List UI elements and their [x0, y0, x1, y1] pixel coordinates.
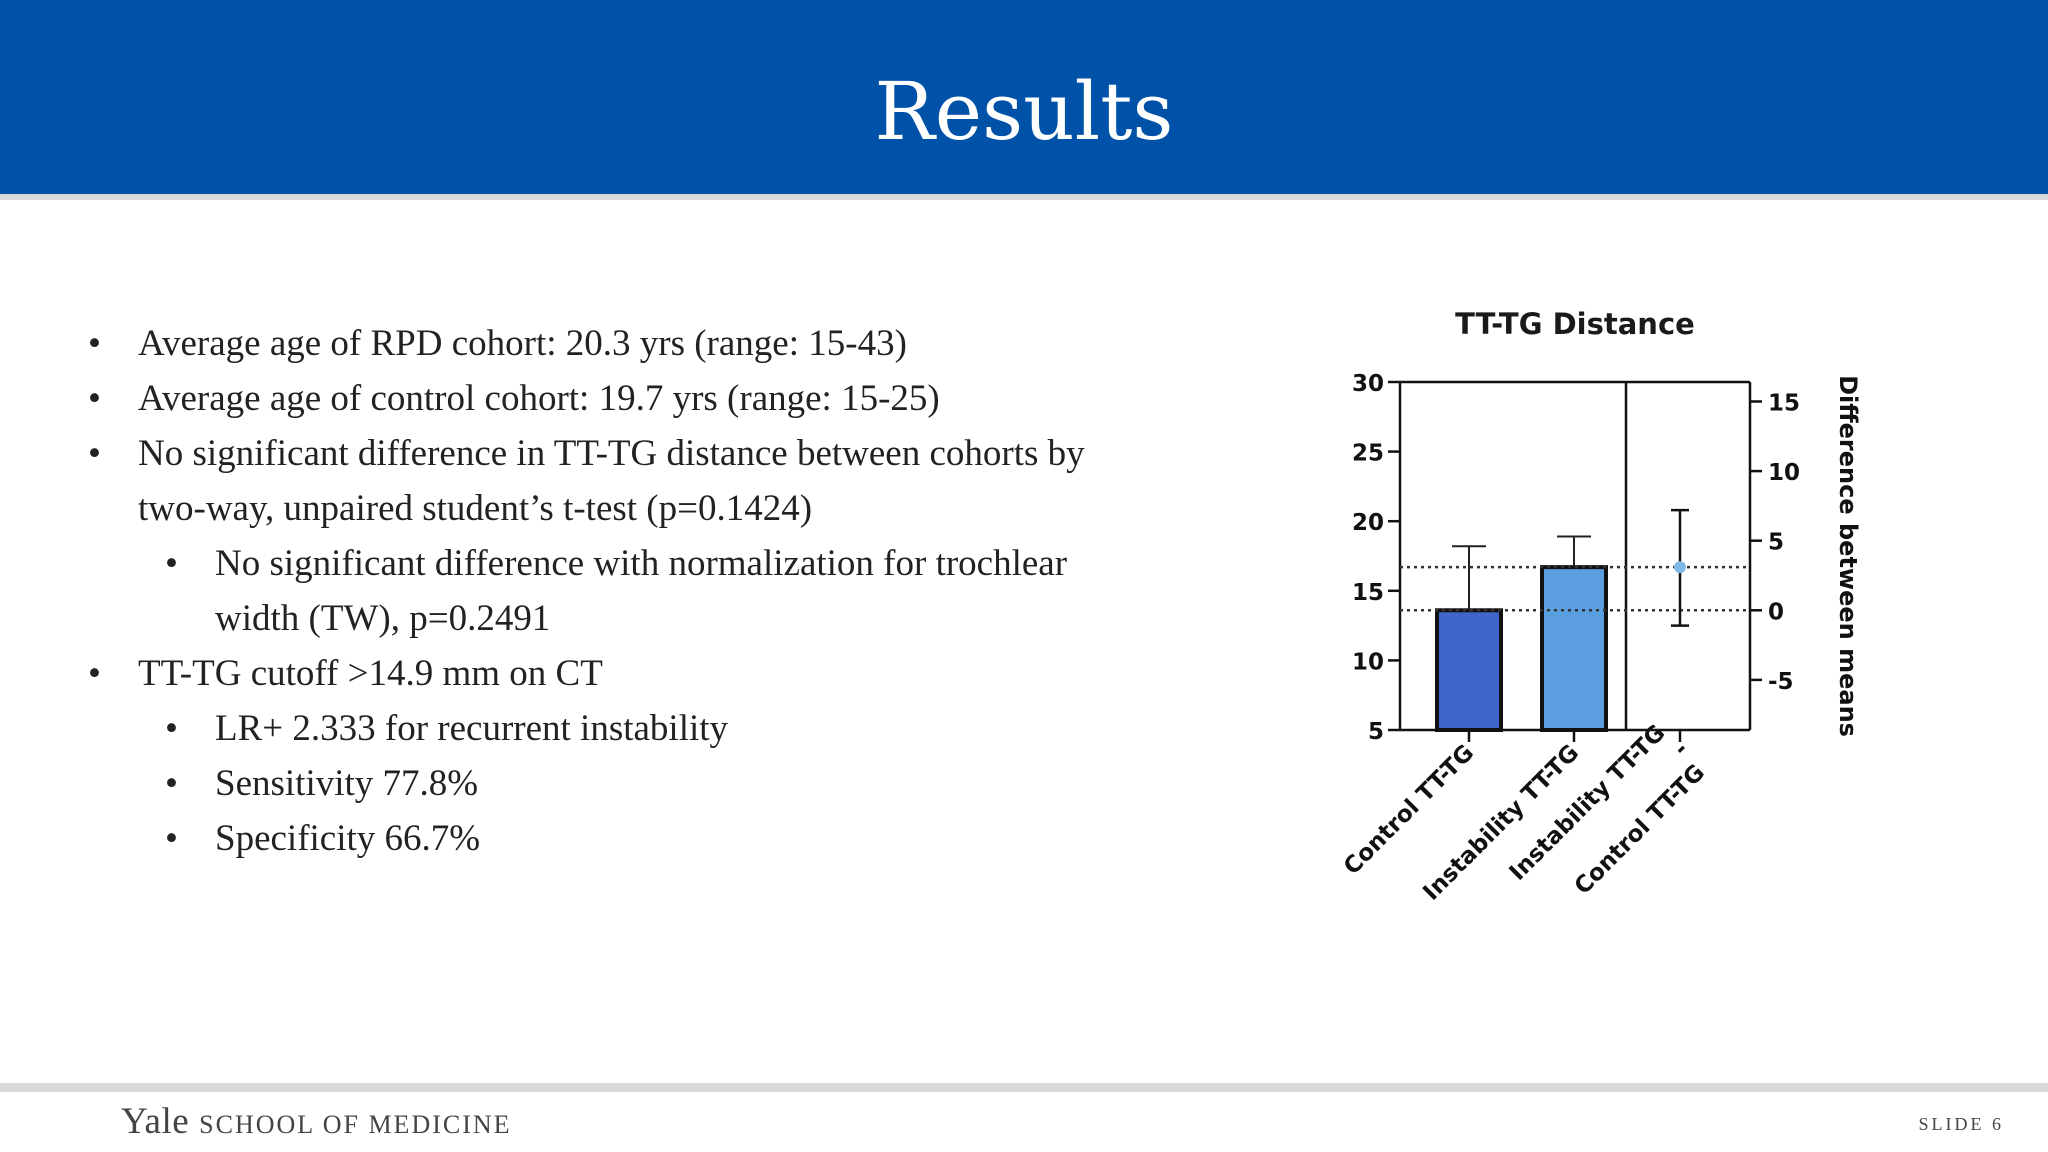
bullet-text: Sensitivity 77.8% [215, 763, 479, 804]
y2-tick-label: -5 [1768, 669, 1794, 695]
bullet-text: Specificity 66.7% [215, 818, 481, 859]
bullet-marker: • [165, 543, 178, 584]
footer-rule [0, 1083, 2048, 1092]
y-tick-label: 5 [1368, 719, 1384, 745]
y2-tick-label: 0 [1768, 599, 1784, 625]
title-bar-rule [0, 194, 2048, 200]
title-bar [0, 0, 2048, 194]
tt-tg-chart: TT-TG Distance 5 10 15 20 25 30 -5 0 5 10 15 Differe… [1300, 290, 1900, 970]
bullet-marker: • [88, 378, 101, 419]
bar [1435, 608, 1503, 732]
yale-logo: Yale SCHOOL OF MEDICINE [121, 1100, 512, 1143]
y-tick-label: 20 [1352, 510, 1384, 536]
y-tick-label: 15 [1352, 580, 1384, 606]
bullet-line: • No significant difference with normaliz… [88, 536, 1268, 591]
bullet-line: width (TW), p=0.2491 [88, 591, 1268, 646]
bullet-marker: • [88, 323, 101, 364]
bullet-line: • Specificity 66.7% [88, 811, 1268, 866]
bullet-marker: • [88, 653, 101, 694]
y-tick-label: 25 [1352, 441, 1384, 467]
bullet-text: LR+ 2.333 for recurrent instability [215, 708, 729, 749]
bullet-line: • LR+ 2.333 for recurrent instability [88, 701, 1268, 756]
chart-title: TT-TG Distance [1455, 307, 1695, 341]
logo-yale-text: Yale [121, 1101, 190, 1142]
bullet-line: two-way, unpaired student’s t-test (p=0.… [88, 481, 1268, 536]
bullet-text: Average age of RPD cohort: 20.3 yrs (ran… [138, 323, 907, 364]
y-tick-label: 10 [1352, 649, 1384, 675]
bullet-text: Average age of control cohort: 19.7 yrs … [138, 378, 940, 419]
bar [1540, 565, 1608, 732]
slide-number: SLIDE 6 [1918, 1114, 2004, 1134]
y2-tick-label: 10 [1768, 460, 1800, 486]
bullet-line: • No significant difference in TT-TG dist… [88, 426, 1268, 481]
bullet-line: • Average age of RPD cohort: 20.3 yrs (ra… [88, 316, 1268, 371]
y2-tick-label: 5 [1768, 530, 1784, 556]
bullet-marker: • [165, 763, 178, 804]
bullet-marker: • [165, 818, 178, 859]
bullet-list: • Average age of RPD cohort: 20.3 yrs (ra… [88, 316, 1268, 866]
y2-axis-label: Difference between means [1834, 375, 1862, 737]
y2-tick-label: 15 [1768, 390, 1800, 416]
bullet-marker: • [88, 433, 101, 474]
bullet-text: two-way, unpaired student’s t-test (p=0.… [138, 488, 813, 529]
tt-tg-chart-svg: TT-TG Distance 5 10 15 20 25 30 -5 0 5 10 15 Differe… [1339, 307, 1862, 906]
slide-title: Results [874, 65, 1174, 158]
bullet-line: • TT-TG cutoff >14.9 mm on CT [88, 646, 1268, 701]
bullet-marker: • [165, 708, 178, 749]
bullet-text: TT-TG cutoff >14.9 mm on CT [138, 653, 603, 694]
bullet-text: No significant difference with normaliza… [215, 543, 1068, 584]
bullet-text: No significant difference in TT-TG dista… [138, 433, 1085, 474]
bullet-line: • Average age of control cohort: 19.7 yrs… [88, 371, 1268, 426]
bullet-text: width (TW), p=0.2491 [215, 598, 551, 639]
logo-school-text: SCHOOL OF MEDICINE [199, 1110, 512, 1139]
bullet-line: • Sensitivity 77.8% [88, 756, 1268, 811]
y-tick-label: 30 [1352, 371, 1384, 397]
difference-point [1674, 561, 1686, 574]
